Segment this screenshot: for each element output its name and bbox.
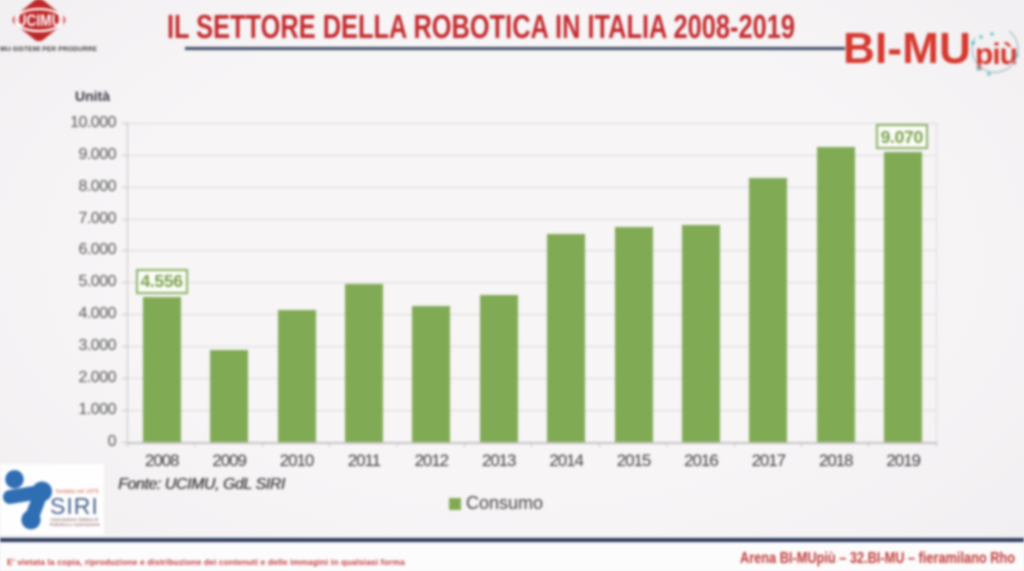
svg-text:UCIMU: UCIMU: [17, 12, 62, 30]
